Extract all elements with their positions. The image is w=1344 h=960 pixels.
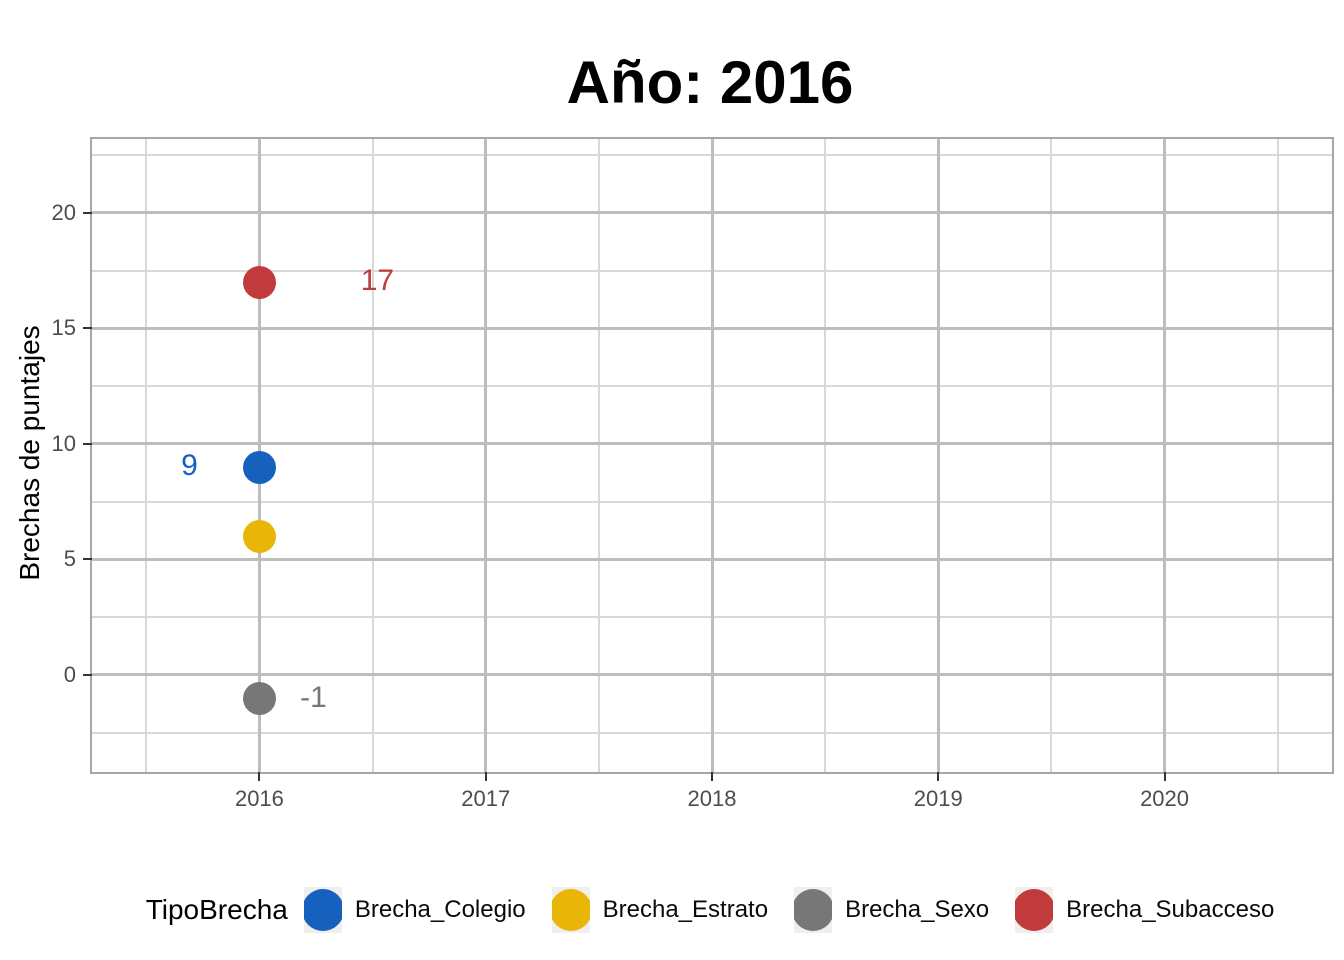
legend-items: Brecha_Colegio Brecha_Estrato Brecha_Sexo B… bbox=[303, 887, 1274, 933]
x-axis-tick bbox=[484, 772, 487, 781]
x-axis-tick-label: 2020 bbox=[1140, 786, 1190, 811]
data-point-brecha_estrato bbox=[242, 519, 276, 553]
gridline-major-horizontal bbox=[92, 442, 1332, 446]
gridline-major-vertical bbox=[484, 139, 488, 772]
legend-key bbox=[303, 887, 342, 933]
plot-panel: 2016 2017 2018 2019 2020 0 5 10 15 20 9 -1 17 bbox=[52, 137, 1334, 811]
x-axis-tick-label: 2019 bbox=[913, 786, 963, 811]
legend-point-icon bbox=[794, 889, 833, 931]
y-axis-tick-label: 0 bbox=[63, 661, 76, 687]
gridline-major-horizontal bbox=[92, 673, 1332, 677]
chart-title: Año: 2016 bbox=[566, 49, 854, 116]
legend-item-label: Brecha_Subacceso bbox=[1066, 896, 1275, 923]
y-axis-tick bbox=[83, 327, 92, 330]
legend-item-brecha_estrato: Brecha_Estrato bbox=[551, 887, 769, 933]
gridline-minor-vertical bbox=[1050, 139, 1053, 772]
data-point-brecha_sexo bbox=[242, 681, 276, 715]
legend-item-label: Brecha_Sexo bbox=[845, 896, 990, 923]
legend: TipoBrecha Brecha_Colegio Brecha_Estrato B… bbox=[90, 876, 1330, 944]
y-axis-tick-label: 15 bbox=[51, 315, 76, 341]
x-axis-tick-label: 2016 bbox=[234, 786, 284, 811]
legend-item-brecha_sexo: Brecha_Sexo bbox=[794, 887, 989, 933]
y-axis-tick bbox=[83, 211, 92, 214]
gridline-major-vertical bbox=[710, 139, 714, 772]
legend-point-icon bbox=[551, 889, 590, 931]
gridline-major-horizontal bbox=[92, 557, 1332, 561]
data-point-label: -1 bbox=[300, 681, 327, 715]
x-axis-tick bbox=[937, 772, 940, 781]
gridline-minor-vertical bbox=[145, 139, 148, 772]
gridline-minor-vertical bbox=[1276, 139, 1279, 772]
x-axis-tick bbox=[258, 772, 261, 781]
gridline-minor-vertical bbox=[371, 139, 374, 772]
y-axis-tick bbox=[83, 558, 92, 561]
gridline-major-horizontal bbox=[92, 211, 1332, 215]
legend-key bbox=[794, 887, 833, 933]
gridline-major-horizontal bbox=[92, 326, 1332, 330]
legend-item-label: Brecha_Estrato bbox=[602, 896, 769, 923]
x-axis-tick bbox=[711, 772, 713, 781]
data-point-brecha_subacceso bbox=[242, 265, 276, 299]
legend-item-brecha_subacceso: Brecha_Subacceso bbox=[1015, 887, 1274, 933]
x-axis-tick-label: 2017 bbox=[461, 786, 511, 811]
y-axis-tick-label: 20 bbox=[51, 199, 76, 225]
x-axis-tick bbox=[1163, 772, 1166, 781]
legend-key bbox=[551, 887, 590, 933]
legend-key bbox=[1015, 887, 1054, 933]
y-axis-tick bbox=[83, 673, 92, 676]
legend-title: TipoBrecha bbox=[145, 894, 288, 925]
legend-point-icon bbox=[1015, 889, 1054, 931]
data-point-brecha_colegio bbox=[242, 450, 276, 484]
legend-item-brecha_colegio: Brecha_Colegio bbox=[303, 887, 526, 933]
gridline-major-vertical bbox=[936, 139, 940, 772]
legend-point-icon bbox=[303, 889, 342, 931]
data-point-label: 17 bbox=[360, 264, 395, 298]
gridline-major-vertical bbox=[1163, 139, 1167, 772]
x-axis-tick-label: 2018 bbox=[687, 786, 737, 811]
gridline-minor-vertical bbox=[824, 139, 827, 772]
y-axis-tick bbox=[83, 442, 92, 445]
legend-item-label: Brecha_Colegio bbox=[354, 896, 526, 923]
y-axis-tick-label: 5 bbox=[63, 546, 76, 572]
gridline-minor-vertical bbox=[597, 139, 600, 772]
y-axis-tick-label: 10 bbox=[51, 430, 76, 456]
data-point-label: 9 bbox=[181, 449, 198, 483]
